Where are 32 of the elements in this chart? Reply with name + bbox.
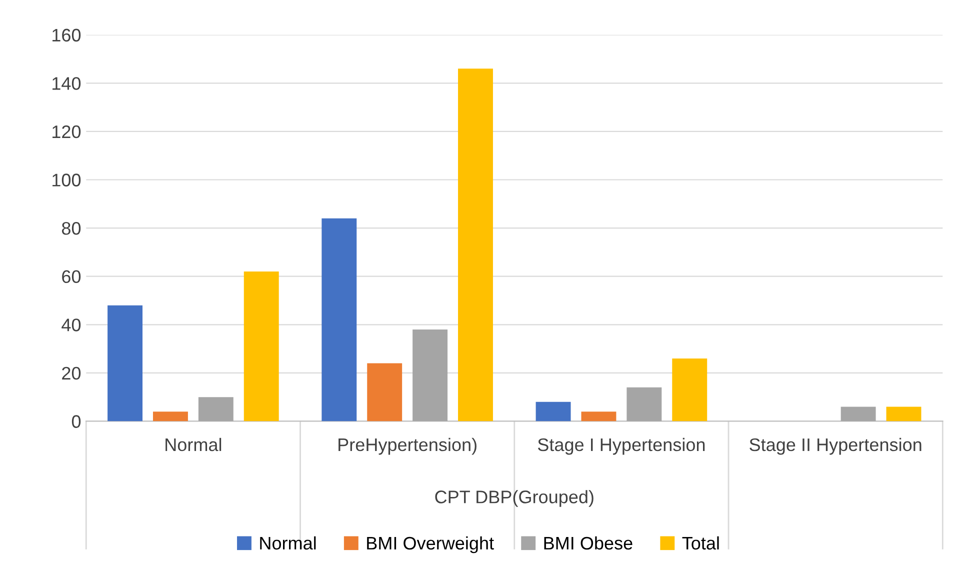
bar — [840, 406, 876, 422]
x-tick-label: Stage II Hypertension — [750, 438, 922, 455]
y-tick-label: 120 — [52, 125, 81, 138]
bar — [108, 305, 143, 422]
x-tick-label: PreHypertension) — [338, 438, 476, 455]
legend-label: Total — [682, 536, 719, 550]
y-tick-label: 0 — [72, 415, 81, 428]
bar — [367, 363, 402, 422]
y-tick-label: 160 — [52, 28, 81, 42]
y-tick-label: 60 — [62, 270, 81, 284]
bar — [458, 68, 493, 422]
bar — [581, 412, 616, 422]
x-axis-title: CPT DBP(Grouped) — [435, 490, 594, 507]
bar — [886, 406, 922, 422]
y-tick-label: 40 — [62, 318, 81, 332]
legend-label: BMI Overweight — [367, 536, 494, 554]
x-tick-label: Stage I Hypertension — [538, 438, 705, 455]
bar — [198, 397, 234, 422]
y-tick-label: 100 — [52, 174, 81, 186]
bar — [322, 218, 357, 422]
bar — [536, 402, 571, 422]
bar — [412, 329, 448, 422]
y-tick-label: 20 — [62, 366, 81, 380]
legend-label: BMI Obese — [544, 536, 632, 550]
bar — [626, 387, 662, 422]
y-tick-label: 80 — [62, 222, 81, 235]
bar — [152, 412, 188, 422]
legend-label: Normal — [260, 536, 316, 550]
bar — [244, 272, 279, 422]
y-tick-label: 140 — [52, 77, 81, 90]
x-tick-label: Normal — [166, 438, 222, 452]
bar — [672, 358, 708, 422]
